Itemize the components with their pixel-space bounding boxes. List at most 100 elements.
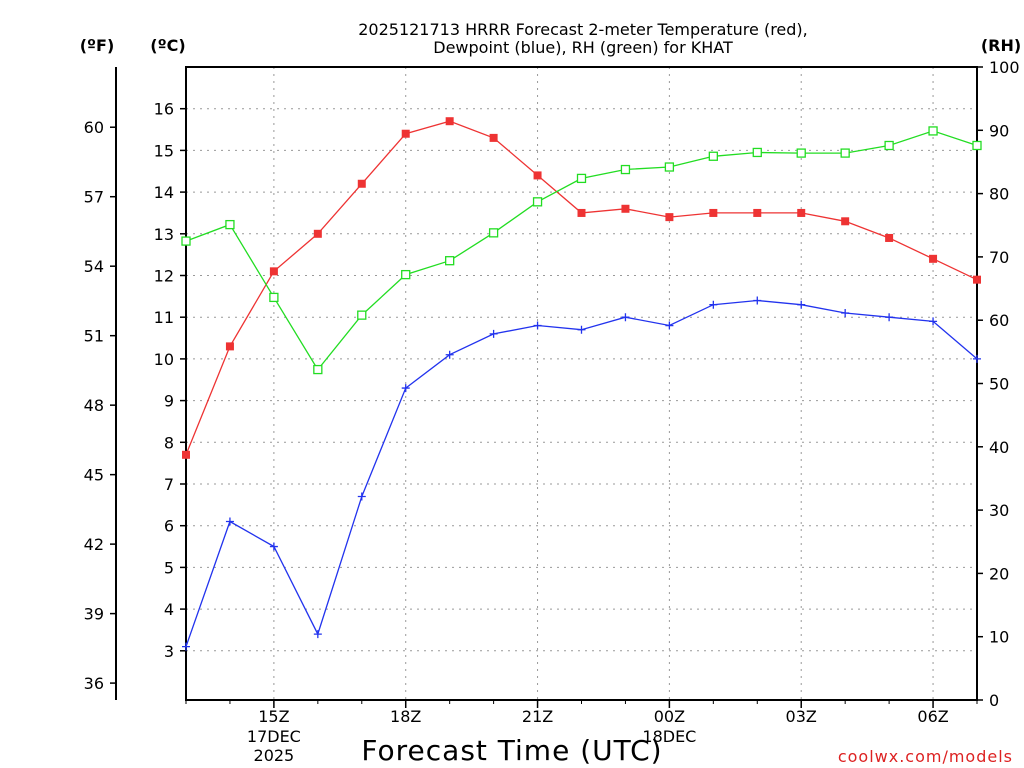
dewpoint-point <box>885 313 894 322</box>
dewpoint-point <box>753 296 762 305</box>
temperature-point <box>357 179 366 188</box>
temperature-point <box>182 450 190 459</box>
date-label: 17DEC <box>247 727 301 746</box>
fahrenheit-tick-label: 51 <box>84 327 104 346</box>
temperature-point <box>709 208 718 217</box>
dewpoint-point <box>489 329 498 338</box>
dewpoint-series <box>182 296 981 651</box>
rh-tick-label: 0 <box>989 691 999 710</box>
relative-humidity-point <box>576 173 587 184</box>
temperature-point <box>577 208 586 217</box>
fahrenheit-tick-label: 60 <box>84 118 104 137</box>
celsius-tick-label: 13 <box>154 225 174 244</box>
dewpoint-point <box>577 325 586 334</box>
relative-humidity-point <box>620 164 631 175</box>
rh-tick-label: 20 <box>989 564 1009 583</box>
chart-title-line1: 2025121713 HRRR Forecast 2-meter Tempera… <box>358 20 808 39</box>
relative-humidity-point <box>488 228 499 238</box>
fahrenheit-tick-label: 54 <box>84 257 104 276</box>
fahrenheit-tick-label: 39 <box>84 605 104 624</box>
rh-tick-label: 30 <box>989 501 1009 520</box>
dewpoint-line <box>185 299 978 647</box>
x-tick-label: 03Z <box>786 707 817 726</box>
x-tick-label: 00Z <box>654 707 685 726</box>
relative-humidity-point <box>752 147 762 158</box>
temperature-point <box>885 233 894 242</box>
rh-tick-label: 100 <box>989 58 1020 77</box>
rh-tick-label: 40 <box>989 438 1009 457</box>
relative-humidity-point <box>664 162 675 172</box>
relative-humidity-line <box>185 130 978 371</box>
fahrenheit-tick-label: 57 <box>84 188 104 207</box>
fahrenheit-tick-label: 36 <box>84 674 104 693</box>
relative-humidity-point <box>313 364 323 375</box>
temperature-point <box>841 217 850 226</box>
temperature-point <box>225 342 234 351</box>
date-label: 18DEC <box>642 727 696 746</box>
fahrenheit-axis-label: (ºF) <box>80 36 115 55</box>
celsius-tick-label: 8 <box>164 433 174 452</box>
rh-axis-label: (RH) <box>981 36 1021 55</box>
relative-humidity-point <box>972 140 982 151</box>
celsius-tick-label: 10 <box>154 350 174 369</box>
celsius-axis-label: (ºC) <box>150 36 185 55</box>
temperature-point <box>401 129 410 138</box>
temperature-point <box>621 204 630 213</box>
relative-humidity-point <box>181 236 191 246</box>
dewpoint-point <box>533 321 542 330</box>
dewpoint-point <box>313 630 322 639</box>
relative-humidity-point <box>225 219 235 230</box>
axes <box>115 66 978 701</box>
x-tick-label: 06Z <box>917 707 948 726</box>
date-label-year: 2025 <box>254 746 295 765</box>
rh-tick-label: 90 <box>989 121 1009 140</box>
rh-tick-label: 60 <box>989 311 1009 330</box>
temperature-point <box>313 229 322 238</box>
fahrenheit-axis: 36 39 42 45 48 51 54 57 60 <box>84 118 116 693</box>
rh-tick-label: 70 <box>989 248 1009 267</box>
relative-humidity-point <box>445 256 455 266</box>
series <box>181 117 982 651</box>
dewpoint-point <box>797 300 806 309</box>
temperature-point <box>489 133 498 142</box>
temperature-point <box>753 208 762 217</box>
gridlines <box>186 67 977 700</box>
temperature-point <box>973 275 981 284</box>
celsius-tick-label: 7 <box>164 475 174 494</box>
dewpoint-point <box>973 354 981 363</box>
dewpoint-point <box>929 317 938 326</box>
x-axis-title: Forecast Time (UTC) <box>361 734 662 767</box>
dewpoint-point <box>401 384 410 393</box>
temperature-point <box>797 208 806 217</box>
x-tick-label: 18Z <box>390 707 421 726</box>
temperature-point <box>929 254 938 263</box>
relative-humidity-series <box>181 126 982 375</box>
dewpoint-point <box>182 642 190 651</box>
dewpoint-point <box>841 309 850 318</box>
dewpoint-point <box>357 492 366 501</box>
relative-humidity-point <box>357 310 367 320</box>
relative-humidity-point <box>884 140 894 151</box>
relative-humidity-point <box>269 292 279 303</box>
temperature-line <box>185 120 978 456</box>
rh-tick-label: 10 <box>989 628 1009 647</box>
celsius-tick-label: 12 <box>154 266 174 285</box>
dewpoint-point <box>269 542 278 551</box>
dewpoint-point <box>445 350 454 359</box>
dewpoint-point <box>665 321 674 330</box>
dewpoint-point <box>225 517 234 526</box>
relative-humidity-point <box>796 148 806 158</box>
chart-title-line2: Dewpoint (blue), RH (green) for KHAT <box>433 38 733 57</box>
temperature-point <box>665 213 674 222</box>
celsius-tick-label: 9 <box>164 392 174 411</box>
fahrenheit-tick-label: 45 <box>84 466 104 485</box>
x-tick-label: 15Z <box>258 707 289 726</box>
temperature-point <box>533 171 542 180</box>
celsius-tick-label: 4 <box>164 600 174 619</box>
rh-tick-label: 80 <box>989 185 1009 204</box>
relative-humidity-point <box>928 126 938 136</box>
celsius-axis: 3 4 5 6 7 8 9 10 11 12 13 14 15 16 <box>154 100 186 661</box>
watermark: coolwx.com/models <box>838 747 1013 766</box>
